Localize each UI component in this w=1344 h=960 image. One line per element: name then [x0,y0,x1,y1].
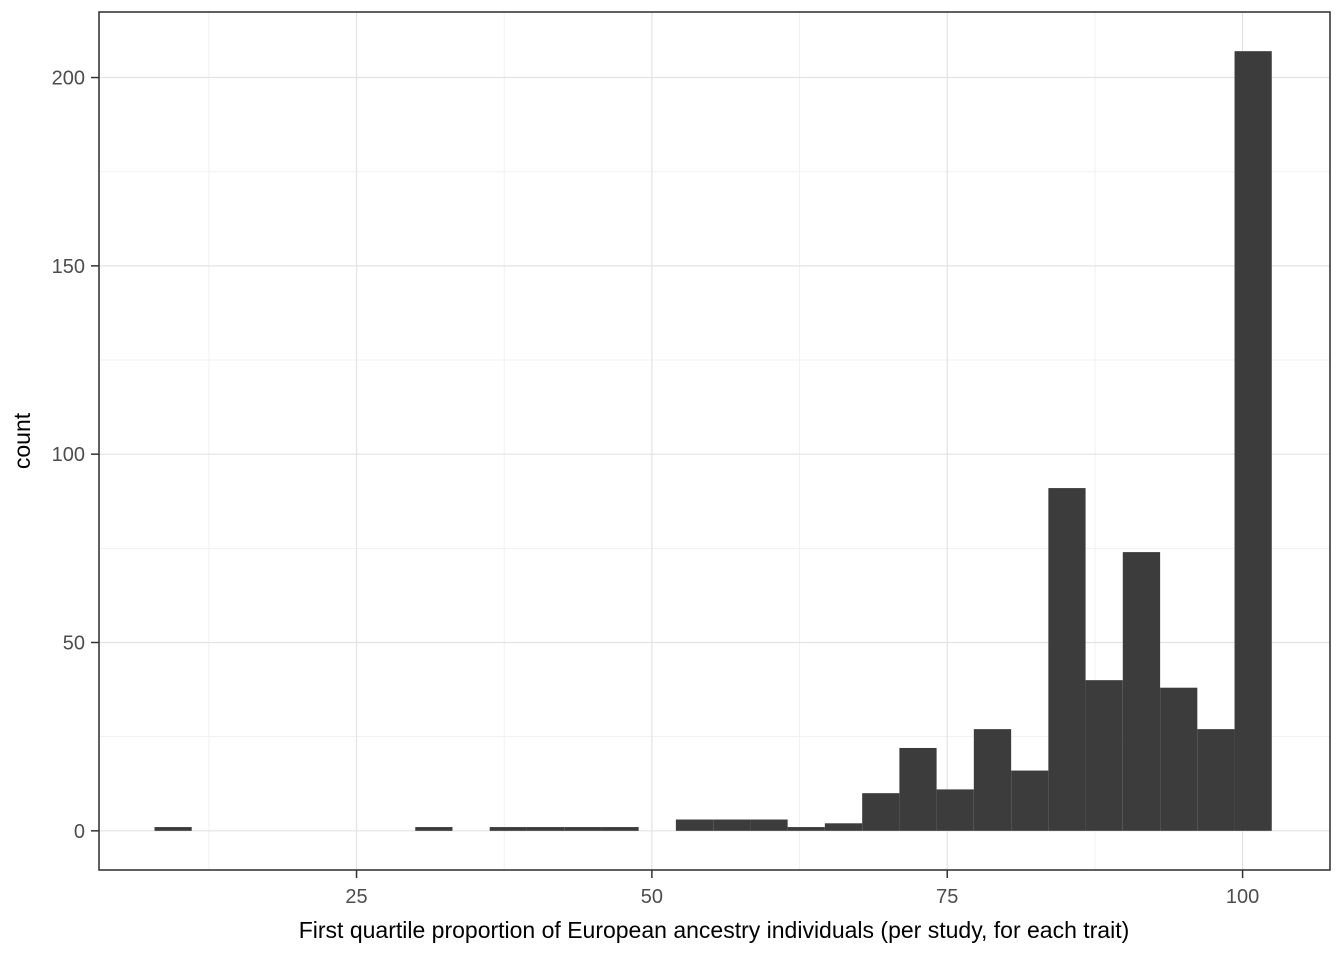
histogram-bar [713,819,751,831]
histogram-bar [936,789,974,831]
histogram-bar [154,827,192,831]
y-tick-label: 0 [74,821,85,843]
y-tick-label: 50 [63,633,85,655]
gridlines-minor [99,12,1330,870]
gridlines-major [99,12,1330,870]
x-tick-label: 100 [1226,886,1259,908]
x-tick-label: 50 [641,886,663,908]
histogram-bar [1234,51,1272,831]
histogram-bar [675,819,714,831]
histogram-bar [601,827,639,831]
histogram-bar [564,827,602,831]
histogram-bar [862,793,900,831]
histogram-bar [750,819,788,831]
histogram-bar [1197,729,1235,831]
histogram-bar [415,827,453,831]
histogram-bar [526,827,565,831]
y-tick-label: 100 [52,444,85,466]
histogram-bar [1048,488,1086,831]
y-axis-title: count [9,412,35,469]
histogram-bar [899,747,937,831]
x-axis: 25 50 75 100 [345,870,1259,908]
x-axis-title: First quartile proportion of European an… [299,917,1130,943]
y-axis: 0 50 100 150 200 [52,68,99,843]
histogram-bars [154,51,1272,831]
x-tick-label: 75 [936,886,958,908]
plot-panel-border [98,11,1331,871]
histogram-bar [1122,552,1161,831]
histogram-bar [1160,687,1198,831]
y-tick-label: 200 [52,68,85,90]
histogram-bar [489,827,527,831]
histogram-bar [824,823,863,831]
x-tick-label: 25 [345,886,367,908]
histogram-bar [787,827,825,831]
y-tick-label: 150 [52,256,85,278]
histogram-bar [1011,770,1049,831]
histogram-bar [973,729,1012,831]
histogram-bar [1085,680,1123,831]
